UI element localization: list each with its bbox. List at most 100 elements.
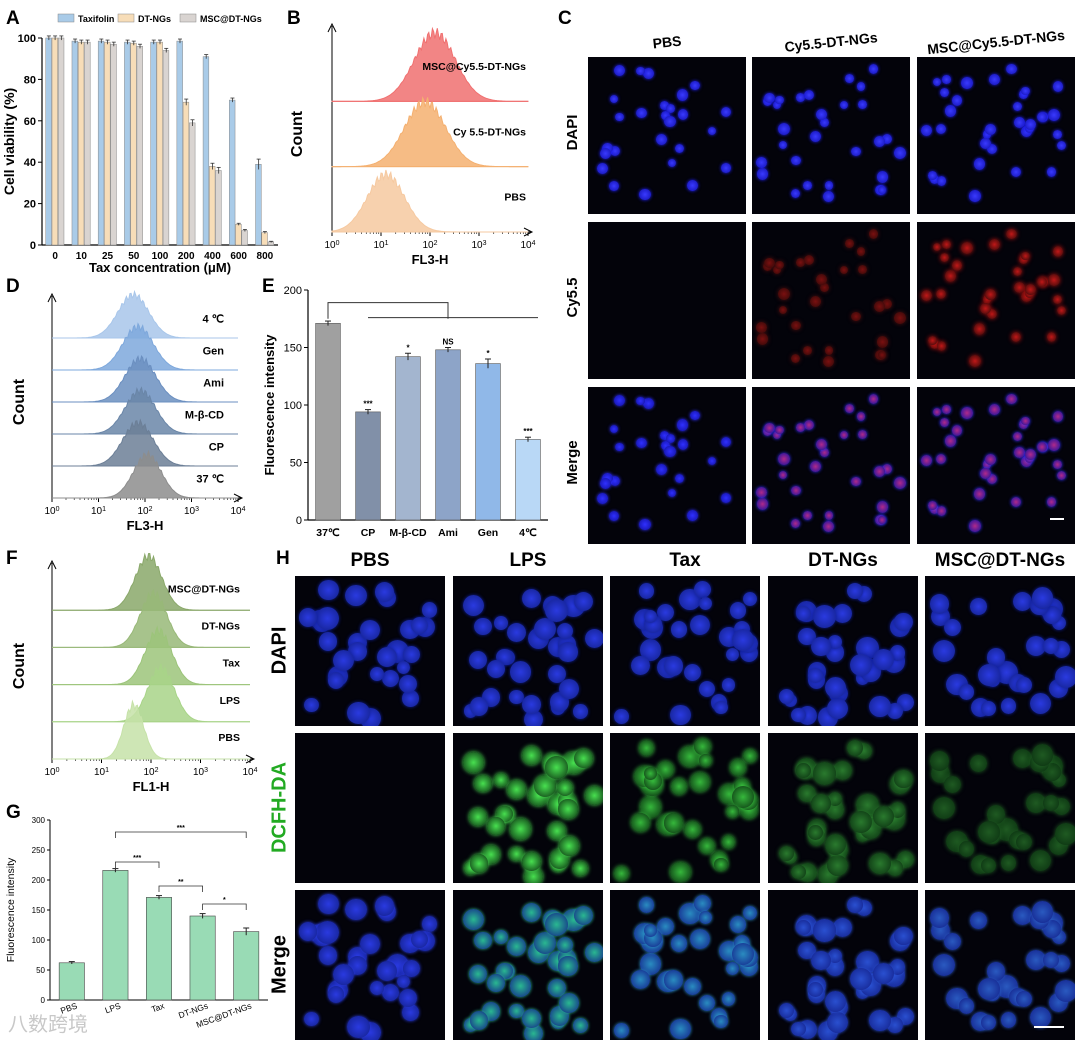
cell-nucleus bbox=[778, 470, 787, 479]
cell-nucleus bbox=[638, 583, 655, 599]
cell-nucleus bbox=[558, 993, 579, 1013]
cell-nucleus bbox=[494, 773, 508, 787]
cell-nucleus bbox=[299, 608, 318, 627]
cell-nucleus bbox=[690, 80, 700, 91]
panel-label-e: E bbox=[262, 276, 275, 297]
cell-nucleus bbox=[699, 838, 716, 855]
cell-nucleus bbox=[772, 431, 782, 440]
cell-nucleus bbox=[547, 821, 567, 841]
row-label: DAPI bbox=[563, 114, 581, 150]
cell-nucleus bbox=[725, 961, 740, 976]
series-label: M-β-CD bbox=[185, 410, 224, 422]
cell-nucleus bbox=[791, 864, 806, 879]
y-axis-arrow bbox=[47, 292, 57, 303]
cell-nucleus bbox=[921, 289, 933, 301]
cell-nucleus bbox=[574, 749, 594, 769]
cell-nucleus bbox=[935, 288, 947, 299]
cell-nucleus bbox=[847, 583, 864, 599]
cell-nucleus bbox=[661, 440, 671, 450]
cell-nucleus bbox=[819, 283, 829, 293]
cell-nucleus bbox=[698, 911, 712, 925]
x-tick-label: M-β-CD bbox=[389, 527, 427, 539]
cell-nucleus bbox=[1037, 276, 1048, 287]
column-header: PBS bbox=[350, 550, 390, 571]
cell-nucleus bbox=[980, 468, 992, 480]
cell-nucleus bbox=[1043, 920, 1061, 939]
cell-nucleus bbox=[656, 134, 668, 146]
cell-nucleus bbox=[729, 758, 747, 776]
y-axis-arrow bbox=[47, 559, 57, 570]
cell-nucleus bbox=[1012, 748, 1032, 769]
cell-nucleus bbox=[664, 656, 684, 676]
cell-nucleus bbox=[469, 965, 488, 984]
cell-nucleus bbox=[636, 437, 647, 449]
cell-nucleus bbox=[630, 970, 650, 990]
bar bbox=[355, 411, 381, 521]
legend-label: DT-NGs bbox=[138, 14, 171, 24]
cell-nucleus bbox=[1025, 792, 1046, 814]
cell-nucleus bbox=[615, 443, 624, 452]
cell-nucleus bbox=[756, 333, 768, 345]
cell-nucleus bbox=[893, 476, 906, 489]
x-tick-label: 102 bbox=[137, 506, 152, 518]
cell-nucleus bbox=[795, 605, 811, 621]
cell-nucleus bbox=[823, 190, 835, 203]
cell-nucleus bbox=[877, 186, 886, 195]
cell-nucleus bbox=[720, 106, 731, 117]
x-axis-label: FL3-H bbox=[412, 252, 449, 267]
cell-nucleus bbox=[813, 762, 836, 785]
cell-nucleus bbox=[977, 821, 1000, 844]
x-tick-label: 100 bbox=[152, 251, 169, 262]
cell-nucleus bbox=[1031, 587, 1054, 610]
chart-d-flow-histogram: 100 101 102 103 104 FL3-H Count 4 ℃ Gen Ami M-β-CD… bbox=[11, 289, 246, 533]
cell-nucleus bbox=[318, 945, 338, 965]
cell-nucleus bbox=[980, 1014, 996, 1030]
y-axis-label: Count bbox=[289, 110, 306, 157]
cell-nucleus bbox=[674, 143, 684, 154]
bar bbox=[182, 101, 190, 246]
microscopy-image bbox=[295, 576, 445, 726]
cell-nucleus bbox=[506, 779, 527, 800]
cell-nucleus bbox=[690, 928, 711, 950]
cell-nucleus bbox=[533, 617, 556, 640]
bar bbox=[124, 41, 131, 246]
cell-nucleus bbox=[815, 108, 827, 120]
cell-nucleus bbox=[772, 101, 782, 110]
cell-nucleus bbox=[851, 476, 861, 486]
cell-nucleus bbox=[894, 926, 914, 946]
cell-nucleus bbox=[558, 956, 578, 976]
cell-nucleus bbox=[666, 434, 676, 443]
cell-nucleus bbox=[929, 505, 939, 515]
cell-nucleus bbox=[398, 674, 417, 694]
cell-nucleus bbox=[982, 295, 992, 304]
cell-nucleus bbox=[721, 992, 736, 1006]
cell-nucleus bbox=[610, 476, 620, 487]
cell-nucleus bbox=[643, 68, 655, 80]
cell-nucleus bbox=[977, 978, 1000, 1001]
bar bbox=[71, 40, 78, 246]
cell-nucleus bbox=[676, 419, 689, 431]
cell-nucleus bbox=[988, 404, 1000, 416]
microscopy-image bbox=[925, 733, 1075, 883]
microscopy-image bbox=[752, 387, 910, 544]
cell-nucleus bbox=[893, 311, 906, 324]
cell-nucleus bbox=[729, 601, 747, 619]
cell-nucleus bbox=[815, 273, 827, 285]
cell-nucleus bbox=[731, 785, 754, 808]
x-tick-label: Ami bbox=[438, 527, 458, 539]
cell-nucleus bbox=[764, 423, 775, 434]
cell-nucleus bbox=[402, 690, 419, 707]
cell-nucleus bbox=[318, 894, 339, 915]
cell-nucleus bbox=[600, 477, 612, 489]
x-tick-label: 104 bbox=[520, 240, 535, 252]
cell-nucleus bbox=[1053, 460, 1063, 470]
bar bbox=[136, 46, 143, 246]
cell-nucleus bbox=[825, 991, 847, 1013]
cell-nucleus bbox=[894, 769, 914, 789]
x-tick-label: 0 bbox=[52, 251, 58, 262]
cell-nucleus bbox=[1046, 497, 1057, 508]
y-tick-label: 60 bbox=[24, 116, 36, 128]
cell-nucleus bbox=[333, 964, 355, 986]
cell-nucleus bbox=[980, 857, 996, 873]
cell-nucleus bbox=[462, 908, 485, 931]
